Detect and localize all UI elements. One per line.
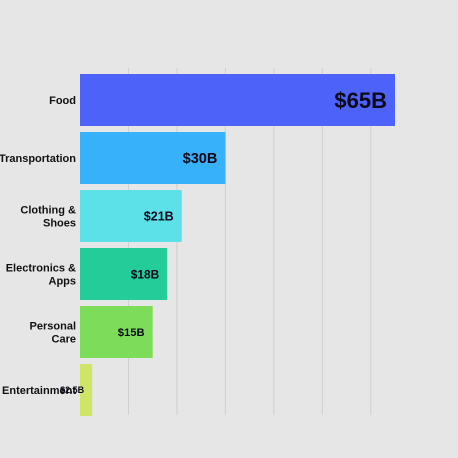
category-label-clothing-shoes: Clothing & Shoes <box>20 205 76 230</box>
bar-electronics-apps <box>80 248 168 300</box>
value-label-electronics-apps: $18B <box>131 267 160 281</box>
category-label-food: Food <box>49 95 76 107</box>
bar-clothing-shoes <box>80 190 182 242</box>
value-label-food: $65B <box>334 88 387 113</box>
value-label-entertainment: $2.5B <box>60 385 85 395</box>
value-labels: $65B $30B $21B $18B $15B $2.5B <box>60 88 387 395</box>
bar-transportation <box>80 132 226 184</box>
category-label-transportation: Transportation <box>0 153 76 165</box>
bars <box>80 74 395 416</box>
value-label-personal-care: $15B <box>118 327 145 339</box>
category-label-entertainment: Entertainment <box>2 385 76 397</box>
value-label-transportation: $30B <box>183 151 218 167</box>
category-labels: Food Transportation Clothing & Shoes Electro… <box>0 95 76 397</box>
bar-personal-care <box>80 306 153 358</box>
category-label-personal-care: Personal Care <box>30 321 76 346</box>
category-label-electronics-apps: Electronics & Apps <box>6 263 76 288</box>
bar-food <box>80 74 395 126</box>
value-label-clothing-shoes: $21B <box>144 210 174 224</box>
bar-entertainment <box>80 364 93 416</box>
